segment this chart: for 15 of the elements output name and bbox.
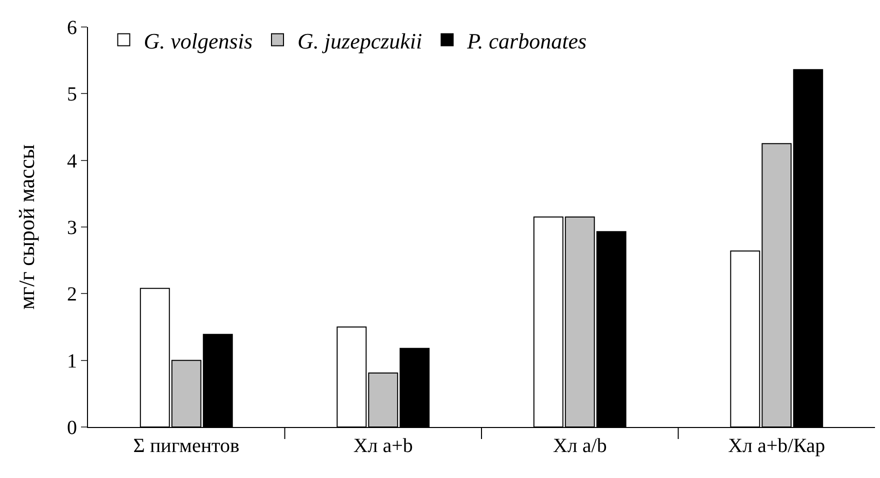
legend-label: P. carbonates: [466, 28, 587, 54]
y-tick-label: 0: [67, 417, 77, 439]
x-tick-label: Хл a+b: [353, 435, 413, 457]
y-tick-label: 6: [67, 17, 77, 39]
x-tick-label: Хл a/b: [552, 435, 607, 457]
y-tick-label: 3: [67, 217, 77, 239]
x-tick-label: Хл a+b/Кар: [728, 435, 826, 457]
y-axis-title: мг/г сырой массы: [14, 144, 39, 310]
y-tick-label: 1: [67, 350, 77, 372]
y-tick-label: 5: [67, 84, 77, 106]
legend-label: G. juzepczukii: [298, 28, 422, 54]
x-tick-label: Σ пигментов: [133, 435, 240, 457]
y-tick-label: 4: [67, 150, 77, 172]
legend-label: G. volgensis: [144, 28, 253, 54]
y-tick-label: 2: [67, 284, 77, 306]
